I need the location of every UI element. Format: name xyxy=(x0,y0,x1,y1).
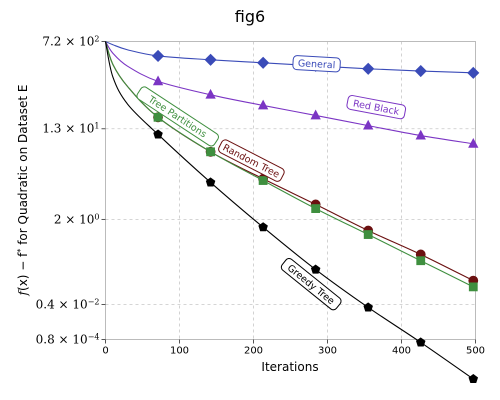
data-point-marker xyxy=(258,176,268,185)
x-axis-label: Iterations xyxy=(261,360,318,374)
series-lines xyxy=(104,40,480,384)
data-point-marker xyxy=(468,137,479,148)
data-point-marker xyxy=(205,177,216,187)
y-tick-mantissa: 0.4 × 10 xyxy=(36,298,88,312)
series-line xyxy=(104,41,474,380)
series-tree-partitions xyxy=(104,41,478,292)
y-label-star: * xyxy=(16,249,25,253)
y-tick-label: 7.2 × 102 xyxy=(42,34,99,49)
data-point-marker xyxy=(204,53,217,66)
y-tick-mantissa: 0.8 × 10 xyxy=(36,332,88,346)
series-label-box xyxy=(292,55,341,73)
data-point-marker xyxy=(153,129,163,139)
y-label-f: f xyxy=(16,288,30,296)
data-point-marker xyxy=(468,373,479,384)
data-point-marker xyxy=(311,204,321,213)
y-tick-label: 0.4 × 10−2 xyxy=(36,297,100,312)
series-label: Red Black xyxy=(346,94,407,120)
x-tick-label: 0 xyxy=(102,346,108,357)
y-label-mid: (x) − f xyxy=(16,252,30,291)
y-tick-mantissa: 2 × 10 xyxy=(54,212,95,226)
chart-title: fig6 xyxy=(235,7,265,26)
series-label: Greedy Tree xyxy=(280,258,342,311)
series-label-text: General xyxy=(298,58,336,71)
x-tick-label: 400 xyxy=(392,346,411,357)
data-point-marker xyxy=(468,282,478,292)
data-point-marker xyxy=(363,302,373,312)
y-tick-label: 1.3 × 101 xyxy=(42,121,99,136)
data-point-marker xyxy=(363,230,373,239)
data-point-marker xyxy=(258,222,268,232)
series-line xyxy=(104,41,474,288)
data-point-marker xyxy=(362,62,375,75)
series-line xyxy=(105,41,474,145)
y-tick-exponent: −2 xyxy=(88,297,100,306)
data-point-marker xyxy=(467,66,480,79)
series-general xyxy=(105,40,480,79)
data-point-marker xyxy=(416,256,426,266)
x-tick-label: 200 xyxy=(244,346,263,357)
series-label-box xyxy=(280,258,342,311)
data-point-marker xyxy=(415,337,426,347)
series-greedy-tree xyxy=(104,41,479,384)
series-random-tree xyxy=(104,41,479,286)
data-point-marker xyxy=(152,75,164,86)
plot-frame xyxy=(105,41,476,340)
data-point-marker xyxy=(205,88,216,99)
x-tick-label: 500 xyxy=(466,346,485,357)
x-tick-label: 100 xyxy=(170,346,189,357)
series-label-box xyxy=(136,86,219,147)
series-label: Tree Partitions xyxy=(136,86,219,147)
series-label-text: Greedy Tree xyxy=(285,263,337,308)
data-point-marker xyxy=(153,112,163,122)
data-point-marker xyxy=(257,99,269,110)
series-label: General xyxy=(292,55,341,73)
x-axis-ticks: 0 100 200 300 400 500 xyxy=(102,339,485,357)
y-tick-exponent: 0 xyxy=(94,212,99,221)
series-label-box xyxy=(346,94,407,120)
grid xyxy=(105,41,476,340)
series-line xyxy=(104,41,474,282)
y-tick-exponent: 2 xyxy=(94,34,99,43)
y-label-rest: for Quadratic on Dataset E xyxy=(16,85,30,249)
series-red-black xyxy=(105,41,479,148)
series-line xyxy=(105,40,474,74)
data-point-marker xyxy=(415,129,426,140)
data-point-marker xyxy=(414,64,427,78)
series-label-text: Random Tree xyxy=(221,142,281,180)
y-axis-label: f(x) − f* for Quadratic on Dataset E xyxy=(16,85,31,297)
data-point-marker xyxy=(310,109,321,120)
x-tick-label: 300 xyxy=(318,346,337,357)
y-tick-mantissa: 1.3 × 10 xyxy=(42,122,94,136)
y-tick-label: 2 × 100 xyxy=(54,212,100,227)
y-tick-exponent: 1 xyxy=(94,121,99,130)
data-point-marker xyxy=(151,49,165,63)
data-point-marker xyxy=(310,264,321,274)
series-label-box xyxy=(218,139,285,182)
data-point-marker xyxy=(363,119,374,130)
y-tick-label: 0.8 × 10−4 xyxy=(36,332,100,347)
y-axis-ticks: 7.2 × 102 1.3 × 101 2 × 100 0.4 × 10−2 0.8 ×… xyxy=(36,34,106,347)
y-tick-mantissa: 7.2 × 10 xyxy=(42,34,94,48)
y-tick-exponent: −4 xyxy=(88,332,100,341)
data-point-marker xyxy=(206,147,215,157)
data-point-marker xyxy=(257,56,270,69)
